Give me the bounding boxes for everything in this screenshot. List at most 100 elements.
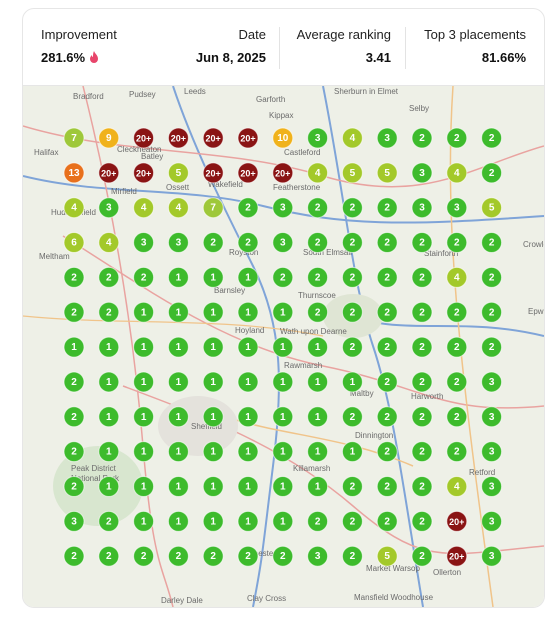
marker-rank: 1 [245, 307, 251, 318]
marker-dot [411, 545, 433, 567]
stat-value-text: 281.6% [41, 50, 86, 65]
marker-dot [63, 336, 85, 358]
marker-dot [341, 197, 363, 219]
map-label: Retford [469, 468, 495, 477]
stat-value: 3.41 [365, 50, 391, 65]
rank-marker: 2 [63, 476, 85, 497]
map-label: Chesterfield [248, 549, 291, 558]
marker-dot [376, 162, 398, 184]
marker-dot [237, 162, 259, 184]
rank-marker: 2 [341, 336, 363, 358]
marker-rank: 1 [106, 377, 112, 388]
marker-rank: 2 [350, 551, 356, 562]
rank-marker: 2 [446, 127, 468, 149]
marker-dot [167, 371, 189, 393]
marker-rank: 1 [245, 377, 251, 388]
marker-dot [202, 371, 224, 393]
marker-rank: 1 [210, 377, 216, 388]
marker-dot [98, 406, 120, 428]
marker-rank: 1 [245, 272, 251, 283]
marker-rank: 2 [106, 516, 112, 527]
rank-marker: 2 [237, 197, 259, 219]
marker-rank: 1 [280, 447, 286, 458]
marker-rank: 2 [489, 133, 495, 144]
stat-label: Top 3 placements [424, 27, 526, 42]
marker-rank: 2 [419, 551, 425, 562]
marker-dot [63, 510, 85, 532]
rank-marker: 2 [376, 197, 398, 219]
stat: Improvement 281.6% [41, 27, 117, 65]
rank-marker: 20+ [446, 545, 468, 567]
rank-marker: 2 [411, 301, 433, 323]
marker-rank: 1 [280, 307, 286, 318]
marker-rank: 20+ [206, 134, 221, 144]
marker-rank: 2 [454, 133, 460, 144]
marker-rank: 2 [350, 482, 356, 493]
rank-marker: 1 [202, 476, 224, 497]
rank-marker: 3 [411, 197, 433, 219]
marker-rank: 2 [419, 272, 425, 283]
rank-marker: 1 [237, 441, 259, 463]
rank-marker: 2 [341, 406, 363, 428]
rank-marker: 2 [481, 301, 503, 323]
marker-rank: 1 [71, 342, 77, 353]
marker-rank: 10 [277, 133, 289, 144]
rank-marker: 3 [167, 232, 189, 254]
marker-dot [446, 197, 468, 219]
rank-marker: 2 [98, 545, 120, 567]
marker-rank: 20+ [449, 552, 464, 562]
rank-marker: 2 [376, 232, 398, 254]
rank-marker: 4 [341, 127, 363, 149]
rank-marker: 20+ [237, 127, 259, 149]
marker-rank: 3 [489, 482, 495, 493]
map-label: Maltby [350, 389, 374, 398]
map-label: Peak District [71, 464, 117, 473]
rank-marker: 2 [341, 510, 363, 532]
marker-rank: 3 [280, 238, 286, 249]
rank-marker: 2 [167, 545, 189, 567]
stats-header: Improvement 281.6% Date Jun 8, 2025 Aver… [23, 9, 544, 86]
rank-marker: 3 [481, 371, 503, 393]
marker-rank: 1 [176, 447, 182, 458]
rank-marker: 2 [63, 371, 85, 393]
marker-dot [411, 371, 433, 393]
marker-rank: 2 [71, 482, 77, 493]
rank-marker: 3 [272, 232, 294, 254]
marker-dot [237, 476, 259, 497]
rank-marker: 2 [133, 266, 155, 288]
marker-dot [446, 545, 468, 567]
marker-rank: 1 [141, 482, 147, 493]
map-label: Kippax [269, 111, 293, 120]
rank-marker: 1 [272, 336, 294, 358]
marker-dot [98, 127, 120, 149]
marker-rank: 2 [71, 272, 77, 283]
rank-marker: 13 [63, 162, 85, 184]
marker-dot [446, 510, 468, 532]
marker-dot [133, 232, 155, 254]
stat-value: 81.66% [481, 50, 526, 65]
marker-rank: 1 [176, 516, 182, 527]
rank-marker: 2 [341, 232, 363, 254]
marker-rank: 4 [454, 168, 460, 179]
flame-icon [89, 51, 98, 63]
marker-dot [446, 441, 468, 463]
rank-marker: 1 [98, 336, 120, 358]
marker-rank: 2 [419, 412, 425, 423]
marker-dot [98, 197, 120, 219]
rank-marker: 4 [446, 162, 468, 184]
marker-rank: 1 [245, 516, 251, 527]
marker-rank: 1 [315, 342, 321, 353]
marker-rank: 2 [384, 482, 390, 493]
marker-rank: 2 [350, 238, 356, 249]
rank-marker: 2 [63, 441, 85, 463]
marker-dot [272, 510, 294, 532]
marker-dot [411, 510, 433, 532]
rank-marker: 3 [481, 545, 503, 567]
marker-dot [481, 441, 503, 463]
map-label: Pudsey [129, 90, 156, 99]
marker-dot [341, 371, 363, 393]
marker-rank: 2 [350, 203, 356, 214]
rank-marker: 1 [237, 510, 259, 532]
map-label: South Elmsall [303, 248, 352, 257]
marker-dot [133, 406, 155, 428]
